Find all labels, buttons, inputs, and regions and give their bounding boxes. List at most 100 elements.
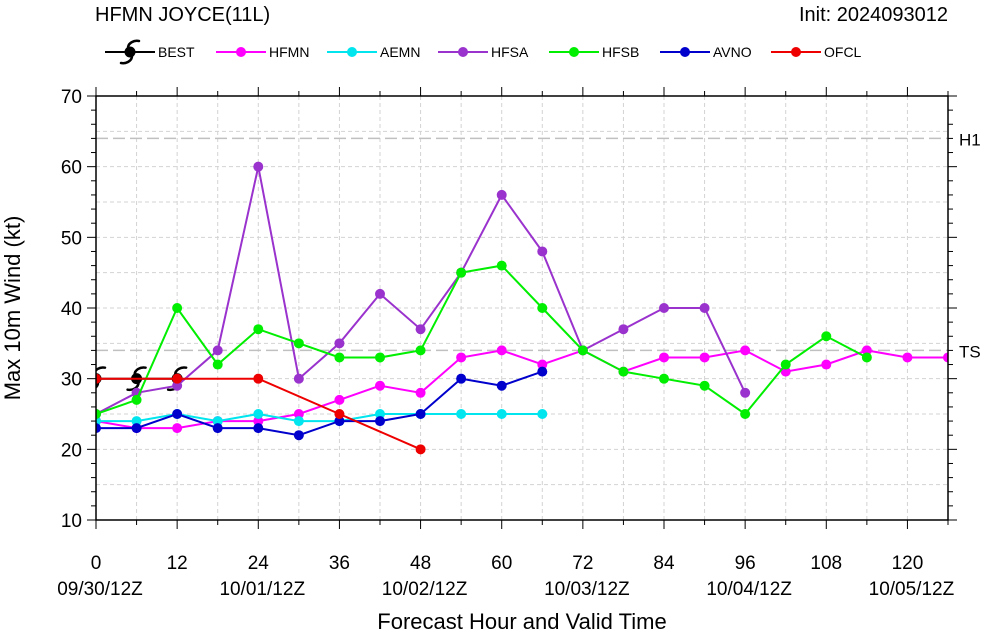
series-point-aemn xyxy=(212,416,223,427)
series-point-hfsb xyxy=(659,373,669,384)
legend-marker-hfmn xyxy=(236,47,246,57)
legend-label-best: BEST xyxy=(158,44,195,60)
series-point-hfsb xyxy=(740,409,751,419)
x-tick-label: 120 xyxy=(892,553,924,574)
y-tick-label: 20 xyxy=(61,440,82,461)
series-point-aemn xyxy=(456,409,467,419)
series-point-aemn xyxy=(131,416,142,427)
x-tick-label: 96 xyxy=(735,553,756,574)
legend-item-ofcl: OFCL xyxy=(771,44,862,60)
series-point-hfmn xyxy=(415,387,426,398)
legend-marker-hfsa xyxy=(458,47,468,57)
legend: BEST HFMN AEMN HFSA HFSB AVNO OFCL xyxy=(105,39,862,65)
series-point-hfsb xyxy=(496,260,507,271)
series-point-hfmn xyxy=(334,394,345,405)
legend-marker-aemn xyxy=(347,47,357,57)
legend-marker-avno xyxy=(680,47,690,57)
series-point-hfsa xyxy=(740,387,751,398)
series-point-hfmn xyxy=(293,409,304,419)
series-point-hfsa xyxy=(375,288,385,299)
series-point-aemn xyxy=(537,409,548,419)
series-point-hfsa xyxy=(172,380,183,391)
y-tick-label: 50 xyxy=(61,228,82,249)
x-tick-label: 72 xyxy=(572,553,593,574)
legend-item-hfmn: HFMN xyxy=(216,44,309,60)
series-point-avno xyxy=(415,409,426,419)
series-point-hfsa xyxy=(537,246,548,257)
reference-label-h1: H1 xyxy=(959,130,981,149)
x-axis-label: Forecast Hour and Valid Time xyxy=(377,609,666,632)
series-hfsb xyxy=(96,260,872,419)
legend-item-best: BEST xyxy=(105,39,195,65)
legend-item-avno: AVNO xyxy=(660,44,752,60)
series-point-avno xyxy=(537,366,548,377)
x-tick-label: 12 xyxy=(167,553,188,574)
series-line-aemn xyxy=(96,412,543,423)
series-point-hfsb xyxy=(415,345,426,356)
x-date-label: 10/04/12Z xyxy=(706,579,792,600)
y-tick-label: 40 xyxy=(61,299,82,320)
series-point-hfsb xyxy=(577,345,588,356)
legend-label-hfmn: HFMN xyxy=(269,44,309,60)
series-point-aemn xyxy=(496,409,507,419)
x-date-label: 10/05/12Z xyxy=(869,579,955,600)
series-point-avno xyxy=(96,423,101,434)
legend-label-hfsb: HFSB xyxy=(602,44,639,60)
series-point-hfsb xyxy=(780,359,791,370)
series-point-hfsb xyxy=(699,380,710,391)
series-point-avno xyxy=(131,423,142,434)
x-tick-label: 36 xyxy=(329,553,350,574)
series-point-hfmn xyxy=(861,345,872,356)
x-tick-label: 0 xyxy=(91,553,102,574)
series-line-hfsb xyxy=(96,264,868,416)
series-point-hfsb xyxy=(821,331,832,342)
axes: 10 20 30 40 50 60 70 0 12 24 36 48 60 72 84 96 108 120 09/… xyxy=(57,87,957,600)
series-point-avno xyxy=(456,373,467,384)
series-point-hfsb xyxy=(456,267,467,278)
series-point-hfmn xyxy=(699,352,710,363)
series-ofcl xyxy=(96,373,426,455)
series-point-hfmn xyxy=(172,423,183,434)
series-point-hfmn xyxy=(943,352,948,363)
legend-item-hfsa: HFSA xyxy=(438,44,529,60)
series-point-ofcl xyxy=(172,373,183,384)
reference-label-ts: TS xyxy=(959,342,981,361)
series-point-ofcl xyxy=(96,373,101,384)
series-point-hfsb xyxy=(172,303,183,313)
legend-label-hfsa: HFSA xyxy=(491,44,529,60)
series-line-avno xyxy=(96,370,543,437)
series-point-hfsb xyxy=(96,409,101,419)
legend-marker-hfsb xyxy=(569,47,579,57)
legend-label-aemn: AEMN xyxy=(380,44,420,60)
x-tick-label: 60 xyxy=(491,553,512,574)
series-point-hfmn xyxy=(375,380,385,391)
legend-label-avno: AVNO xyxy=(713,44,752,60)
x-tick-label: 48 xyxy=(410,553,431,574)
reference-lines: H1 TS xyxy=(96,130,981,361)
legend-item-hfsb: HFSB xyxy=(549,44,639,60)
series-point-hfmn xyxy=(821,359,832,370)
series-point-hfmn xyxy=(659,352,669,363)
series-point-hfsa xyxy=(334,338,345,349)
series-point-hfsa xyxy=(293,373,304,384)
x-tick-label: 24 xyxy=(248,553,270,574)
x-tick-label: 108 xyxy=(810,553,842,574)
series-point-hfmn xyxy=(537,359,548,370)
series-point-avno xyxy=(253,423,264,434)
series-point-hfsb xyxy=(131,394,142,405)
x-date-label: 10/01/12Z xyxy=(219,579,305,600)
series-point-hfsb xyxy=(253,324,264,335)
legend-item-aemn: AEMN xyxy=(327,44,420,60)
series-point-ofcl xyxy=(415,444,426,455)
series-line-hfmn xyxy=(96,349,948,430)
legend-marker-ofcl xyxy=(791,47,801,57)
series-point-avno xyxy=(172,409,183,419)
series-point-ofcl xyxy=(334,409,345,419)
series-point-hfmn xyxy=(253,416,264,427)
x-tick-label: 84 xyxy=(653,553,675,574)
y-tick-label: 30 xyxy=(61,370,82,391)
series-point-aemn xyxy=(253,409,264,419)
init-time-label: Init: 2024093012 xyxy=(799,4,948,26)
series-point-hfsa xyxy=(699,303,710,313)
